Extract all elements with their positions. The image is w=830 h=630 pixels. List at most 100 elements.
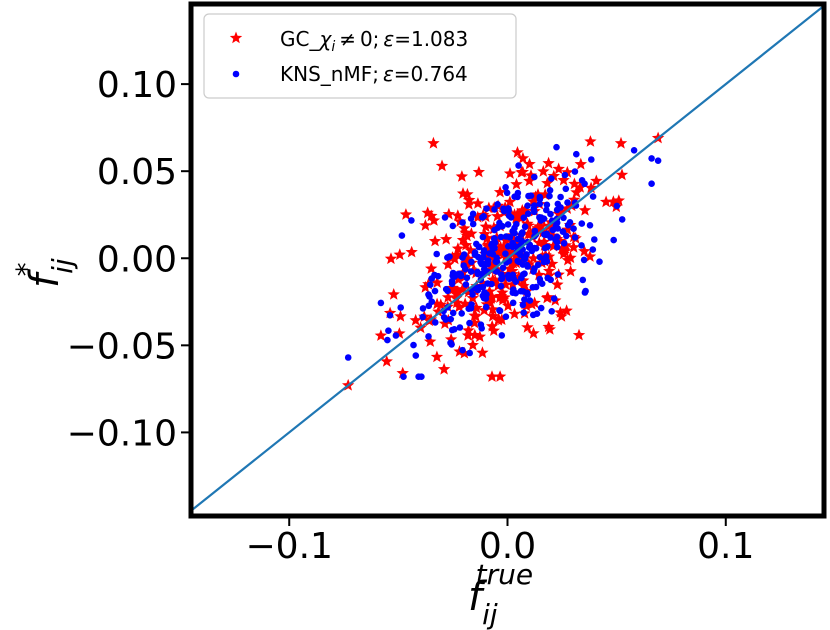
gc-star-point xyxy=(486,303,499,315)
gc-star-point xyxy=(424,335,437,347)
kns-circle-point xyxy=(553,143,560,151)
gc-star-point xyxy=(567,193,581,206)
legend-circle-icon xyxy=(232,70,240,78)
gc-star-point xyxy=(396,366,409,379)
gc-star-point xyxy=(446,282,460,295)
gc-star-point xyxy=(532,268,546,281)
gc-star-point xyxy=(419,280,432,293)
kns-circle-point xyxy=(532,283,540,291)
gc-star-point xyxy=(555,242,569,255)
kns-circle-point xyxy=(520,288,527,295)
kns-circle-point xyxy=(344,354,352,361)
kns-circle-point xyxy=(425,302,433,310)
gc-star-point xyxy=(456,187,470,199)
kns-circle-point xyxy=(482,295,490,302)
reference-diagonal-line xyxy=(191,4,824,513)
gc-star-point xyxy=(495,313,508,325)
gc-star-point xyxy=(394,309,407,322)
gc-star-point xyxy=(525,297,539,310)
gc-star-point xyxy=(583,250,597,262)
gc-star-point xyxy=(521,320,534,333)
gc-star-point xyxy=(470,301,483,314)
kns-circle-point xyxy=(432,319,439,326)
gc-star-point xyxy=(554,306,567,318)
gc-star-point xyxy=(458,222,471,234)
kns-circle-point xyxy=(541,244,549,252)
gc-star-point xyxy=(461,187,474,200)
kns-circle-point xyxy=(571,168,579,175)
gc-star-point xyxy=(448,252,461,265)
gc-star-point xyxy=(468,316,481,329)
gc-star-point xyxy=(468,309,481,321)
kns-circle-point xyxy=(502,250,509,257)
kns-circle-point xyxy=(579,276,587,284)
kns-circle-point xyxy=(591,236,598,243)
gc-star-point xyxy=(471,197,485,209)
gc-star-point xyxy=(453,300,466,313)
kns-circle-point xyxy=(553,233,561,241)
kns-circle-point xyxy=(515,162,522,169)
gc-star-point xyxy=(555,310,568,322)
kns-circle-point xyxy=(442,316,450,323)
gc-star-point xyxy=(510,177,523,190)
gc-star-point xyxy=(542,320,555,333)
gc-star-point xyxy=(553,234,567,247)
gc-star-point xyxy=(473,330,486,342)
gc-star-point xyxy=(522,219,535,231)
kns-circle-point xyxy=(467,215,475,222)
gc-star-point xyxy=(496,286,509,298)
gc-star-point xyxy=(456,282,469,295)
kns-circle-point xyxy=(531,173,538,181)
kns-circle-point xyxy=(505,275,513,283)
kns-circle-point xyxy=(478,260,485,268)
kns-circle-point xyxy=(491,206,498,213)
kns-circle-point xyxy=(483,205,490,212)
kns-circle-point xyxy=(554,200,562,208)
kns-circle-point xyxy=(559,228,567,235)
kns-circle-point xyxy=(553,238,561,246)
kns-circle-point xyxy=(474,286,482,294)
kns-circle-point xyxy=(588,156,595,163)
gc-star-point xyxy=(393,327,406,339)
kns-circle-point xyxy=(553,206,561,214)
kns-circle-point xyxy=(581,289,589,296)
gc-star-point xyxy=(564,264,577,277)
legend: GC_χi ≠ 0; ε=1.083 KNS_nMF; ε=0.764 xyxy=(203,13,517,99)
kns-circle-point xyxy=(397,304,405,311)
kns-circle-point xyxy=(613,202,621,210)
kns-circle-point xyxy=(648,155,655,162)
gc-star-point xyxy=(478,303,491,316)
kns-circle-point xyxy=(449,222,457,230)
gc-star-point xyxy=(554,204,568,217)
kns-circle-point xyxy=(544,274,551,282)
kns-circle-point xyxy=(520,214,528,221)
kns-circle-point xyxy=(511,193,518,200)
gc-star-point xyxy=(523,174,536,187)
gc-star-point xyxy=(393,248,406,260)
gc-star-point xyxy=(462,197,476,210)
gc-star-point xyxy=(538,238,551,251)
gc-star-point xyxy=(493,370,507,382)
gc-star-point xyxy=(503,195,517,208)
legend-circle-marker xyxy=(232,70,240,78)
kns-circle-point xyxy=(418,373,425,381)
gc-star-point xyxy=(584,181,598,194)
gc-star-point xyxy=(471,210,484,223)
kns-circle-point xyxy=(521,254,529,261)
kns-circle-point xyxy=(462,281,470,288)
kns-circle-point xyxy=(451,326,458,333)
kns-circle-point xyxy=(578,177,586,184)
gc-star-point xyxy=(455,170,468,182)
kns-circle-point xyxy=(537,278,544,286)
gc-star-point xyxy=(558,244,572,257)
kns-circle-point xyxy=(502,184,509,191)
gc-star-point xyxy=(578,244,591,257)
gc-star-point xyxy=(421,206,434,219)
kns-circle-point xyxy=(469,291,476,298)
gc-star-point xyxy=(466,338,479,351)
kns-circle-point xyxy=(475,243,483,251)
kns-circle-point xyxy=(456,270,463,278)
kns-circle-point xyxy=(503,189,511,197)
gc-star-point xyxy=(534,224,547,237)
